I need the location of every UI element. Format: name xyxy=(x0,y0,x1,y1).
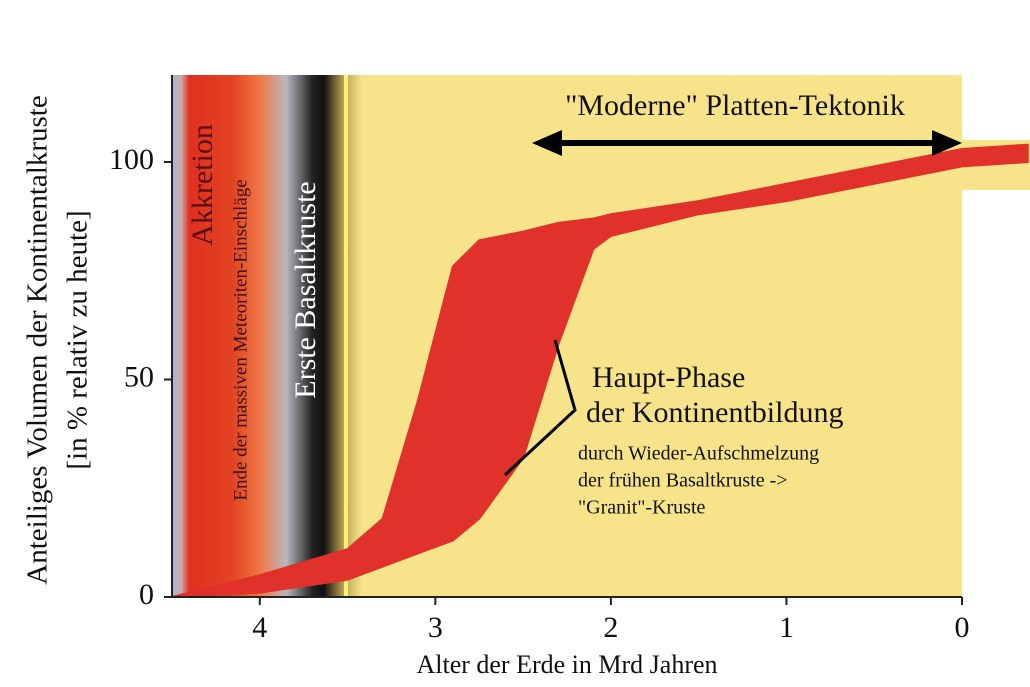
x-tick-label: 0 xyxy=(955,611,970,644)
y-axis-label: [in % relativ zu heute] xyxy=(62,210,94,469)
x-tick-label: 1 xyxy=(779,611,794,644)
annotation: Haupt-Phase xyxy=(592,361,745,394)
pointer xyxy=(503,339,577,477)
y-tick-label: 0 xyxy=(139,578,154,611)
annotation: der Kontinentbildung xyxy=(586,396,843,429)
band-lower xyxy=(171,161,1029,598)
tectonics-arrow xyxy=(532,130,962,156)
x-tick-label: 4 xyxy=(252,611,267,644)
x-axis-label: Alter der Erde in Mrd Jahren xyxy=(416,650,717,679)
band-layer xyxy=(171,143,1029,598)
x-tick-label: 2 xyxy=(603,611,618,644)
annotation: durch Wieder-Aufschmelzung xyxy=(578,443,819,465)
band-area xyxy=(172,144,1029,597)
plot-background xyxy=(172,75,1030,597)
annotation: Ende der massiven Meteoriten-Einschläge xyxy=(230,179,251,500)
annotation: Akkretion xyxy=(186,124,219,246)
band-upper xyxy=(171,143,1029,598)
annotation: Erste Basaltkruste xyxy=(289,181,322,398)
y-axis-label: Anteiliges Volumen der Kontinentalkruste xyxy=(22,95,54,584)
annotation: "Moderne" Platten-Tektonik xyxy=(565,89,905,122)
y-tick-label: 100 xyxy=(109,143,154,176)
annotation: "Granit"-Kruste xyxy=(578,497,706,519)
y-tick-label: 50 xyxy=(124,360,154,393)
annotation: der frühen Basaltkruste -> xyxy=(578,470,788,492)
x-tick-label: 3 xyxy=(428,611,443,644)
